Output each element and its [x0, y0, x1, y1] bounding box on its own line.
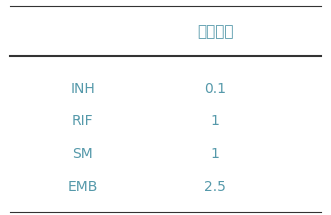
Text: 1: 1 [211, 114, 219, 129]
Text: EMB: EMB [68, 180, 98, 194]
Text: INH: INH [71, 82, 95, 96]
Text: 1: 1 [211, 147, 219, 161]
Text: 0.1: 0.1 [204, 82, 226, 96]
Text: RIF: RIF [72, 114, 94, 129]
Text: 한계농도: 한계농도 [197, 24, 233, 39]
Text: 2.5: 2.5 [204, 180, 226, 194]
Text: SM: SM [72, 147, 93, 161]
